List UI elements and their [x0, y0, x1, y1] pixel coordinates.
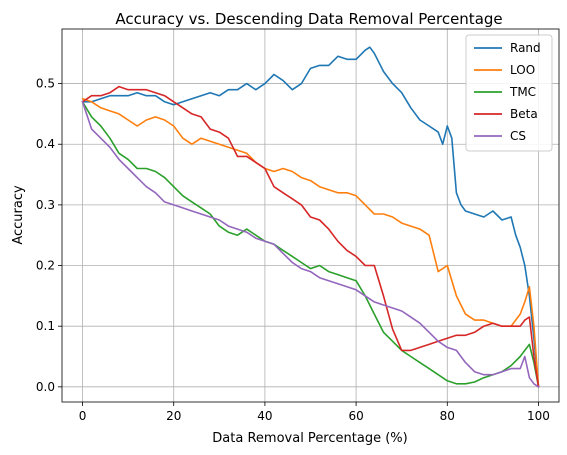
legend-label-tmc: TMC: [509, 85, 536, 99]
y-tick-label: 0.0: [36, 380, 55, 394]
y-tick-label: 0.3: [36, 198, 55, 212]
y-tick-label: 0.5: [36, 77, 55, 91]
legend: Rand LOO TMC Beta CS: [465, 34, 553, 152]
legend-label-loo: LOO: [510, 63, 535, 77]
y-tick-label: 0.1: [36, 319, 55, 333]
x-tick-label: 100: [527, 409, 550, 423]
x-tick-label: 80: [440, 409, 455, 423]
y-tick-label: 0.2: [36, 259, 55, 273]
legend-label-cs: CS: [510, 129, 526, 143]
series-line-loo: [81, 97, 540, 388]
chart-title: Accuracy vs. Descending Data Removal Per…: [115, 10, 502, 28]
axis-ticks: 0 20 40 60 80 100 0.0 0.1 0.2 0.3 0.4 0.5: [36, 77, 550, 423]
series-line-cs: [81, 101, 540, 388]
series-line-beta: [81, 85, 540, 388]
series-line-rand: [81, 46, 540, 388]
x-tick-label: 0: [79, 409, 87, 423]
legend-label-rand: Rand: [510, 41, 541, 55]
series-lines: [81, 46, 540, 388]
x-tick-label: 60: [348, 409, 363, 423]
x-axis-title: Data Removal Percentage (%): [212, 431, 407, 446]
x-tick-label: 40: [257, 409, 272, 423]
y-axis-title: Accuracy: [11, 185, 26, 245]
y-tick-label: 0.4: [36, 137, 55, 151]
legend-label-beta: Beta: [510, 107, 538, 121]
series-line-tmc: [81, 101, 540, 388]
plot-frame: [61, 28, 560, 403]
legend-box: [465, 34, 553, 152]
x-tick-label: 20: [166, 409, 181, 423]
